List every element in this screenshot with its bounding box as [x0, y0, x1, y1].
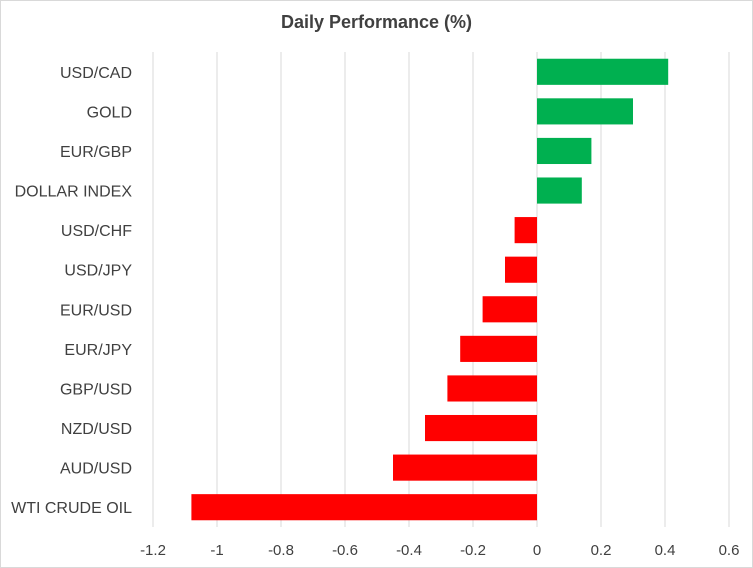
bar — [482, 296, 537, 323]
category-label: WTI CRUDE OIL — [11, 500, 132, 517]
category-label: GBP/USD — [60, 381, 132, 398]
bar — [191, 494, 537, 521]
category-label: NZD/USD — [61, 421, 132, 438]
category-label: AUD/USD — [60, 461, 132, 478]
bar — [514, 217, 537, 244]
category-label: USD/CAD — [60, 65, 132, 82]
bar — [537, 58, 669, 85]
chart-title: Daily Performance (%) — [280, 12, 473, 32]
category-label: EUR/JPY — [64, 342, 132, 359]
bar — [460, 335, 537, 362]
x-tick-label: 0.4 — [655, 542, 676, 559]
category-label: USD/JPY — [64, 263, 132, 280]
bar — [393, 454, 537, 481]
bar — [447, 375, 537, 402]
bar — [505, 256, 537, 283]
x-tick-label: 0.6 — [719, 542, 740, 559]
x-tick-label: -1 — [210, 542, 223, 559]
x-tick-label: -0.4 — [396, 542, 422, 559]
category-label: DOLLAR INDEX — [15, 184, 133, 201]
x-tick-label: 0 — [533, 542, 541, 559]
bar — [537, 98, 633, 125]
category-label: USD/CHF — [61, 223, 132, 240]
category-label: GOLD — [87, 104, 132, 121]
x-tick-label: -0.8 — [268, 542, 294, 559]
x-tick-label: -0.6 — [332, 542, 358, 559]
bar — [425, 414, 537, 442]
category-label: EUR/GBP — [60, 144, 132, 161]
x-tick-label: 0.2 — [591, 542, 612, 559]
x-tick-label: -1.2 — [140, 542, 166, 559]
x-tick-label: -0.2 — [460, 542, 486, 559]
category-label: EUR/USD — [60, 302, 132, 319]
bar — [537, 137, 592, 165]
bar — [537, 177, 582, 204]
